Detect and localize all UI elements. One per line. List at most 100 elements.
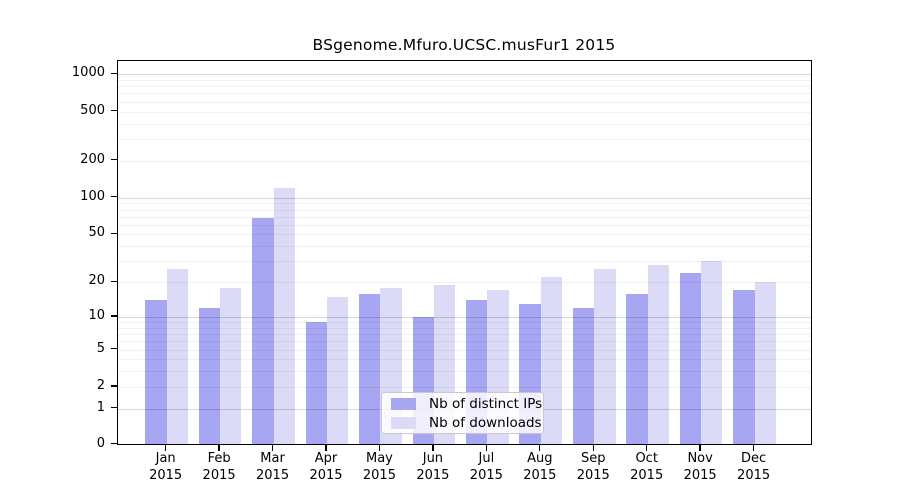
y-tick [110,72,117,74]
bar-downloads [647,264,670,444]
x-tick-label: Jan 2015 [138,451,194,484]
x-tick-year: 2015 [309,467,343,483]
x-tick-month: Jul [478,451,495,466]
y-tick [110,109,117,112]
gridline [118,209,811,211]
x-tick-label: Apr 2015 [298,451,354,484]
x-tick-month: Apr [314,451,338,466]
gridline [118,86,811,88]
bar-distinct-ips [145,300,167,444]
x-tick-label: Sep 2015 [565,451,621,484]
gridline [118,101,811,103]
x-tick-label: Aug 2015 [512,451,568,484]
x-tick [271,444,274,451]
bar-distinct-ips [252,218,274,444]
bar-distinct-ips [305,322,327,444]
gridline [118,224,811,226]
x-tick-year: 2015 [737,467,771,483]
plot-area [117,60,812,445]
x-tick [325,444,327,451]
x-tick [752,444,755,451]
gridline [118,327,811,329]
y-tick-label: 1000 [71,65,105,81]
x-tick-month: Nov [687,451,713,466]
gridline [118,349,811,351]
x-tick-year: 2015 [523,467,557,483]
x-tick-year: 2015 [630,467,664,483]
plot-canvas [118,61,811,444]
x-tick [646,444,648,451]
y-tick [110,315,117,317]
y-tick [110,385,117,387]
legend-item-distinct-ips: Nb of distinct IPs [382,396,543,412]
x-tick [699,444,701,451]
x-tick-year: 2015 [416,467,450,483]
y-tick-label: 0 [96,435,105,451]
y-tick [110,232,117,235]
bar-downloads [540,277,563,444]
x-tick-month: Feb [207,451,231,466]
x-tick-month: Dec [741,451,767,466]
y-tick [110,196,117,198]
x-tick [218,444,220,451]
gridline [118,197,811,199]
bar-downloads [166,268,188,444]
gridline [118,234,811,236]
x-tick-month: May [365,451,393,466]
bar-distinct-ips [198,308,221,444]
legend: Nb of distinct IPs Nb of downloads [381,392,544,434]
y-tick-label: 50 [88,225,105,241]
x-tick-year: 2015 [256,467,290,483]
gridline [118,282,811,284]
y-tick-label: 5 [96,340,105,356]
y-tick-label: 10 [88,307,105,323]
legend-item-downloads: Nb of downloads [382,415,543,431]
y-tick-label: 2 [96,377,105,393]
gridline [118,246,811,248]
bar-distinct-ips [679,272,702,444]
y-tick-label: 500 [80,102,105,118]
x-tick-label: May 2015 [351,451,407,484]
gridline [118,74,811,76]
y-tick-label: 20 [88,273,105,289]
y-tick-label: 100 [80,188,105,204]
bar-distinct-ips [626,293,648,444]
y-tick-label: 200 [80,151,105,167]
x-tick-month: Aug [527,451,553,466]
x-tick-year: 2015 [576,467,610,483]
x-tick-year: 2015 [362,467,396,483]
gridline [118,216,811,218]
gridline [118,111,811,113]
x-tick [485,444,488,451]
x-tick [378,444,381,451]
bar-distinct-ips [733,290,755,444]
x-tick-year: 2015 [683,467,717,483]
gridline [118,316,811,319]
gridline [118,371,811,373]
x-tick-month: Jun [422,451,444,466]
x-tick [164,444,167,451]
x-tick-label: Feb 2015 [191,451,247,484]
y-tick [110,347,117,350]
bar-downloads [273,188,295,444]
legend-label-distinct-ips: Nb of distinct IPs [429,395,543,412]
x-tick-label: Mar 2015 [245,451,301,484]
legend-swatch-downloads [391,416,416,429]
y-tick [110,158,117,161]
legend-label-downloads: Nb of downloads [429,414,542,431]
legend-swatch-distinct-ips [391,397,416,410]
gridline [118,93,811,95]
y-tick [110,407,117,409]
gridline [118,322,811,324]
bar-downloads [220,287,242,444]
y-tick-label: 1 [96,399,105,415]
x-tick-month: Mar [260,451,285,466]
gridline [118,79,811,81]
bar-distinct-ips [572,308,595,444]
y-tick [110,442,117,445]
gridline [118,138,811,140]
x-tick [432,444,434,451]
y-tick [110,280,117,282]
gridline [118,123,811,125]
